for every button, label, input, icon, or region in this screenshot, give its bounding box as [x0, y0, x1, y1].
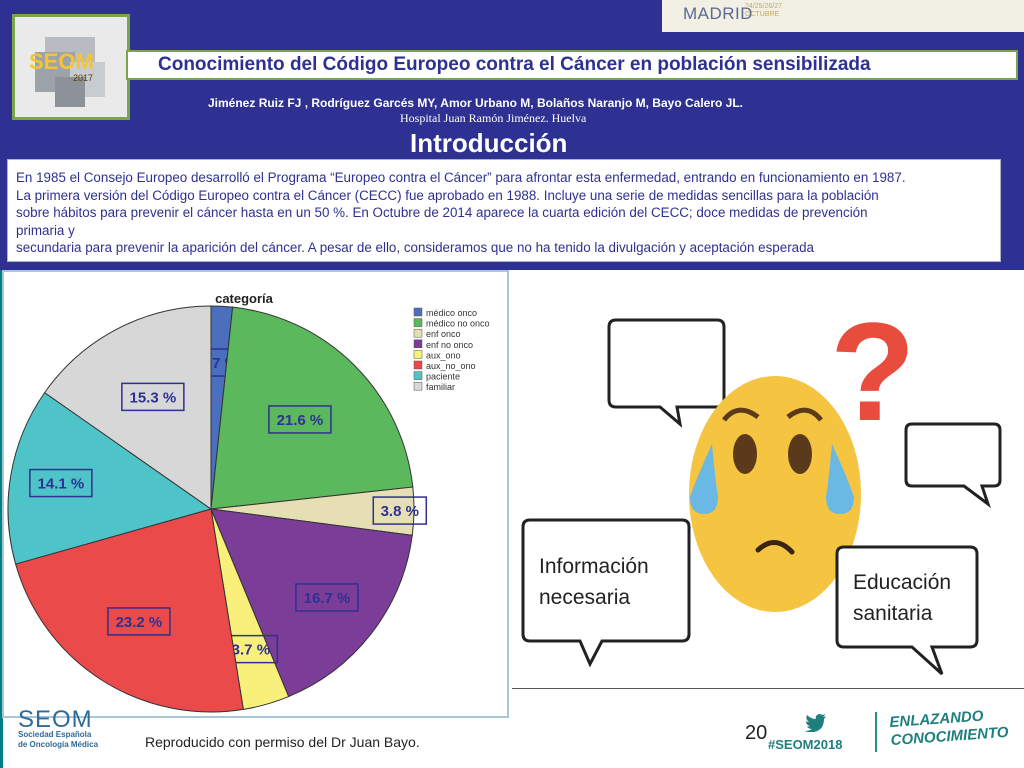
legend-swatch-0: [413, 307, 423, 317]
intro-line: La primera versión del Código Europeo co…: [16, 187, 879, 203]
enlazando-conocimiento-logo: ENLAZANDO CONOCIMIENTO: [889, 706, 1009, 750]
seom-footer-subtitle: Sociedad Española de Oncología Médica: [18, 730, 98, 750]
legend-label-5: aux_no_ono: [426, 361, 476, 371]
intro-line: sobre hábitos para prevenir el cáncer ha…: [16, 205, 868, 220]
bubble-informacion-text: Información necesaria: [539, 551, 649, 613]
data-label-3: 16.7 %: [304, 590, 351, 607]
legend-label-0: médico onco: [426, 308, 477, 318]
intro-line: secundaria para prevenir la aparición de…: [16, 240, 815, 255]
poster-title: Conocimiento del Código Europeo contra e…: [158, 54, 871, 75]
madrid-banner: [662, 0, 1024, 32]
section-title: Introducción: [410, 128, 568, 158]
legend-label-7: familiar: [426, 382, 455, 392]
bubble-informacion-line1: Información: [539, 555, 649, 578]
page-number: 20: [745, 722, 768, 744]
speech-bubble-informacion: [521, 518, 691, 668]
speech-bubble-educacion: [835, 545, 979, 676]
svg-text:?: ?: [830, 293, 916, 450]
data-label-box-5: [107, 607, 171, 636]
speech-bubble-right: [904, 422, 1002, 509]
footer-separator: [875, 712, 877, 752]
pie-slice-5: [14, 508, 244, 713]
worried-face-icon: [689, 376, 861, 612]
legend-swatch-6: [413, 371, 423, 380]
legend-swatch-5: [413, 360, 423, 370]
bubble-educacion-line1: Educación: [853, 571, 952, 594]
seom-sub-line1: Sociedad Española: [18, 730, 92, 739]
intro-text-box: En 1985 el Consejo Europeo desarrolló el…: [7, 159, 1001, 262]
legend-label-3: enf no onco: [426, 340, 473, 350]
legend-label-1: médico no onco: [426, 319, 490, 329]
hashtag: #SEOM2018: [768, 737, 843, 752]
data-label-1: 21.6 %: [277, 412, 324, 429]
data-label-box-6: [29, 468, 93, 498]
footer-divider: [512, 688, 1024, 689]
bubble-educacion-text: Educación sanitaria: [853, 567, 951, 629]
madrid-dates: 24/25/26/27 OCTUBRE: [745, 3, 782, 18]
twitter-icon: [805, 714, 827, 737]
bubble-informacion-line2: necesaria: [539, 586, 631, 609]
seom-2017-logo: SEOM 2017: [12, 14, 130, 120]
data-label-6: 14.1 %: [38, 476, 85, 493]
left-accent-bar: [0, 270, 3, 768]
logo-year-text: 2017: [73, 73, 93, 83]
pie-slice-7: [43, 305, 212, 510]
data-label-box-7: [121, 382, 185, 412]
data-label-box-1: [268, 405, 332, 434]
bubble-educacion-line2: sanitaria: [853, 602, 933, 625]
hospital: Hospital Juan Ramón Jiménez. Huelva: [400, 111, 587, 125]
pie-slice-3: [210, 508, 413, 698]
logo-seom-text: SEOM: [29, 49, 94, 74]
authors: Jiménez Ruiz FJ , Rodríguez Garcés MY, A…: [208, 96, 743, 110]
chart-title: categoría: [215, 291, 274, 306]
madrid-label: MADRID: [683, 4, 754, 23]
intro-line: primaria y: [16, 222, 75, 238]
legend-swatch-3: [413, 339, 423, 349]
seom-sub-line2: de Oncología Médica: [18, 740, 99, 749]
data-label-5: 23.2 %: [116, 614, 163, 631]
pie-slice-6: [7, 391, 213, 565]
legend-label-2: enf onco: [426, 329, 461, 339]
intro-line: En 1985 el Consejo Europeo desarrolló el…: [16, 170, 906, 185]
title-bar: [126, 50, 1018, 80]
data-label-7: 15.3 %: [130, 389, 177, 406]
data-label-2: 3.8 %: [381, 503, 419, 520]
legend-swatch-4: [413, 350, 423, 359]
legend-swatch-7: [413, 381, 423, 391]
data-label-4: 3.7 %: [232, 642, 270, 659]
legend-label-6: paciente: [426, 372, 460, 382]
worried-face-illustration: ?: [512, 272, 1024, 686]
pie-chart-panel: categoría 1.7 % 21.6 % 3.8 % 16.7 % 3.7 % 23.2…: [2, 270, 509, 718]
legend-swatch-1: [413, 318, 423, 327]
seom-footer-logo: SEOM: [18, 706, 93, 733]
legend-swatch-2: [413, 328, 423, 338]
pie-slice-1: [210, 306, 414, 510]
data-label-box-2: [372, 496, 428, 525]
speech-bubble-top-left: [607, 318, 726, 428]
question-mark-icon: ?: [830, 293, 916, 450]
footer-credit: Reproducido con permiso del Dr Juan Bayo…: [145, 734, 420, 750]
data-label-box-3: [295, 583, 359, 612]
legend-label-4: aux_ono: [426, 350, 461, 360]
